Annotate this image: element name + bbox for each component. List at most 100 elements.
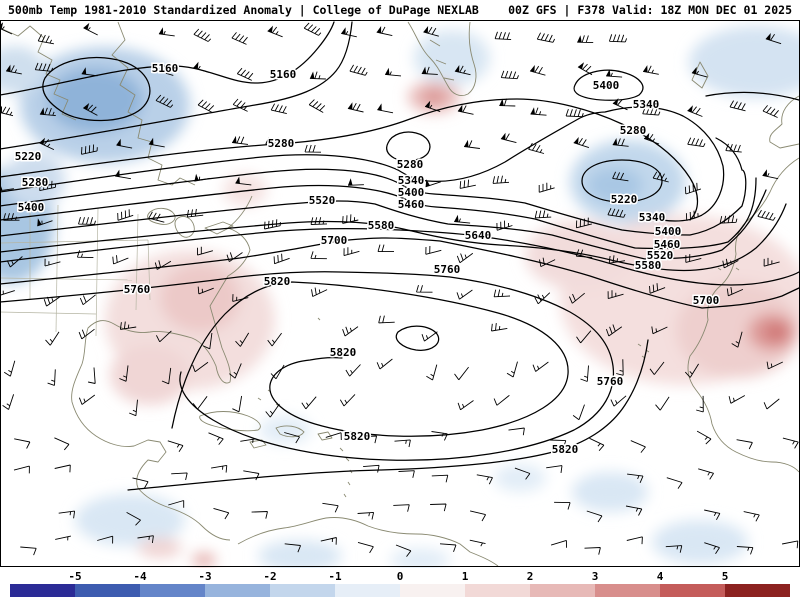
wind-barb [431,431,448,441]
wind-barb-pennant [421,66,427,74]
wind-barb [44,258,61,267]
wind-barb [459,179,476,189]
wind-barb [267,26,283,38]
wind-barb-pennant [577,35,582,43]
contour-label: 5520 [309,194,336,207]
wind-barb [79,294,96,306]
wind-barb-pennant [643,65,648,73]
wind-barb [39,180,57,192]
wind-barb-pennant [691,66,697,74]
wind-barb [148,211,165,223]
wind-barb [684,363,699,378]
model-run-info: 00Z GFS | F378 Valid: 18Z MON DEC 01 202… [508,3,792,17]
state-borders [0,204,151,337]
colorbar-segment [10,584,75,597]
wind-barb [325,432,342,441]
wind-barb-pennant [37,218,42,226]
wind-barb [349,64,368,76]
wind-barb [13,465,30,474]
wind-barb [97,535,114,544]
colorbar-tick-label: -2 [263,570,276,583]
wind-barb [264,219,281,230]
wind-barb [666,477,683,489]
wind-barb [722,258,739,269]
cold-anomaly-blob [689,26,800,98]
wind-barb-pennant [573,137,579,145]
weather-map: 5160 5160 5220 5280 5400 5280 5280 5340 … [0,20,800,568]
wind-barb [398,470,415,478]
wind-barb [421,66,438,75]
wind-barb [309,71,326,80]
wind-barb [464,140,480,149]
wind-barb [34,62,54,72]
contour-label: 5160 [152,62,179,75]
wind-barb [273,253,290,265]
wind-barb [192,396,208,410]
wind-barb [550,539,567,548]
wind-barb [782,437,799,449]
wind-barb [320,537,337,545]
wind-barb [347,184,364,186]
colorbar-tick-label: -3 [198,570,211,583]
wind-barb [197,286,214,295]
wind-barb [301,396,317,410]
wind-barb [469,539,486,547]
wind-barb-pennant [194,173,199,182]
wind-barb [376,358,393,370]
wind-barb-pennant [81,67,87,75]
wind-barb-pennant [457,104,463,112]
wind-barb [572,404,585,421]
wind-barb [506,361,518,378]
contour-labels: 5160 5160 5220 5280 5400 5280 5280 5340 … [13,61,721,458]
contour-label: 5820 [552,443,579,456]
wind-barb [360,435,378,444]
wind-barb [310,251,327,260]
wind-barb-pennant [578,62,584,70]
wind-barb-pennant [425,100,431,108]
contour-label: 5700 [693,294,720,307]
contour-5220-cutoff [581,159,663,203]
wind-barb-pennant [499,98,504,106]
colorbar-segment [75,584,140,597]
wind-barb [395,544,412,557]
wind-barb [610,395,627,407]
wind-barb [343,247,360,257]
contour-label: 5280 [268,137,295,150]
contour-label: 5340 [639,211,666,224]
wind-barb [119,365,129,382]
wind-barb [284,543,302,553]
wind-barb [625,505,643,516]
wind-barb [532,361,549,372]
contour-label: 5280 [397,158,424,171]
wind-barb [575,217,593,229]
contour-5820-small [395,325,440,351]
wind-barb [439,543,457,552]
colorbar-segment [530,584,595,597]
contour-label: 5280 [22,176,49,189]
colorbar-tick-label: 1 [462,570,469,583]
wind-barb [304,144,322,153]
wind-barb [3,213,20,221]
wind-barb [762,105,779,118]
contour-label: 5400 [398,186,425,199]
wind-barb-pennant [309,71,315,79]
wind-barb-pennant [148,137,154,145]
wind-barb [310,217,328,225]
warm-anomaly-blob [765,323,787,341]
wind-barb [0,106,14,117]
wind-barb [736,439,753,450]
wind-barb [499,98,516,107]
wind-barb [39,107,56,117]
wind-barb [236,67,254,81]
cold-anomaly-blob [414,30,490,86]
colorbar-tick-label: -5 [68,570,81,583]
cold-anomaly-blob [75,494,185,546]
contour-label: 5460 [654,238,681,251]
wind-barb [782,540,799,549]
cold-anomaly-blob [572,472,648,512]
contour-ne-exit [705,91,800,101]
wind-barb [500,70,519,80]
wind-barb [616,359,624,376]
wind-barb [643,214,660,222]
wind-barb [612,171,629,182]
